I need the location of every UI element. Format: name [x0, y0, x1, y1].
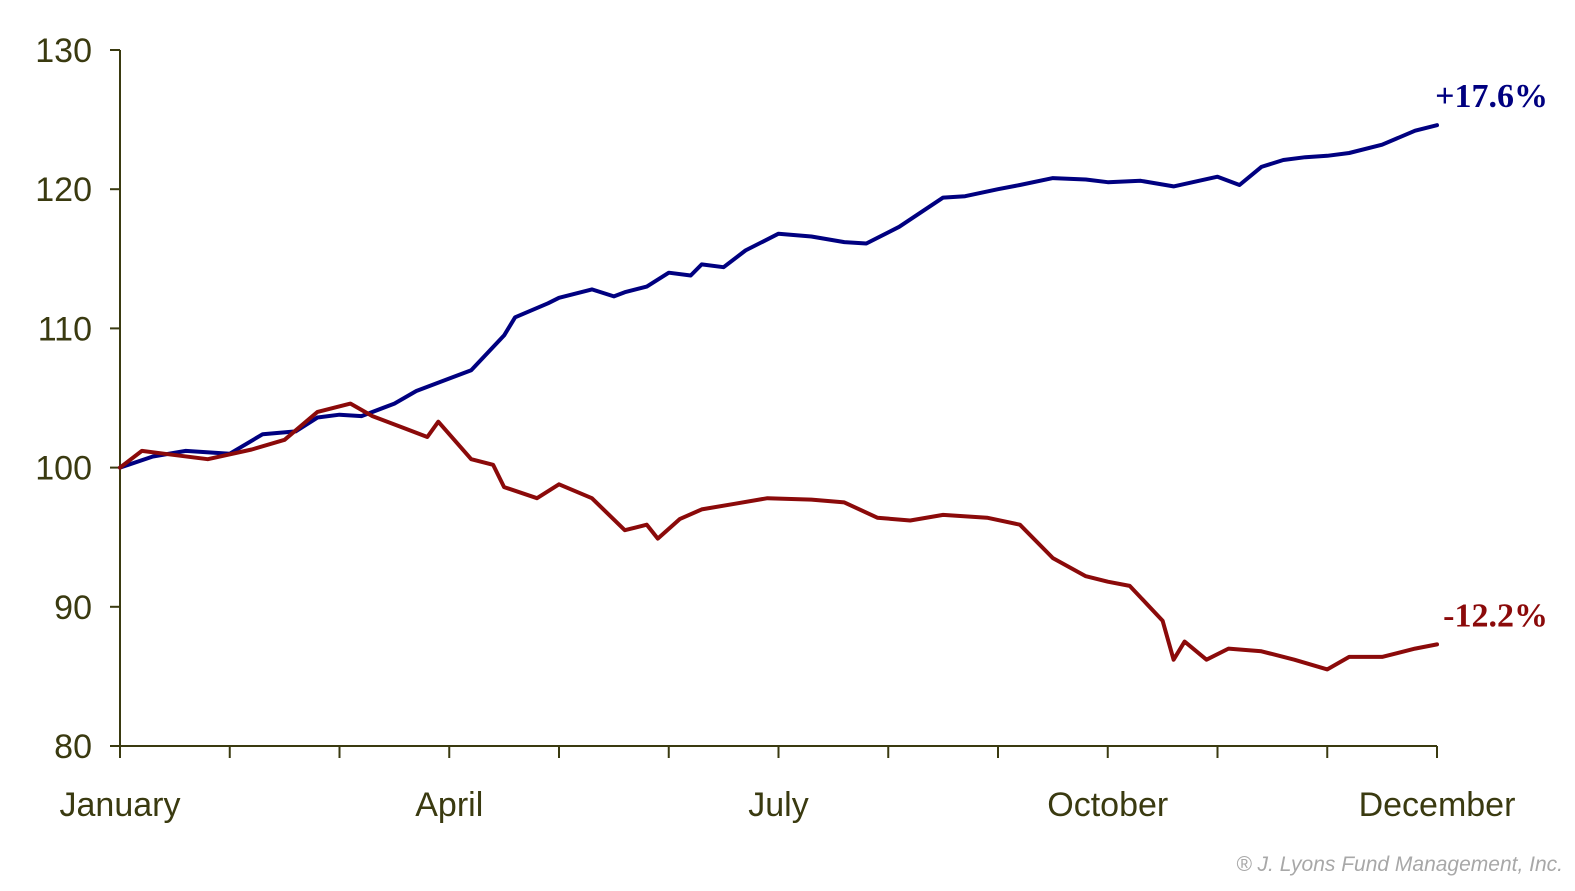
series-line-1 [118, 401, 1439, 672]
y-tick-label: 120 [35, 171, 92, 209]
y-tick-label: 130 [35, 32, 92, 70]
y-tick-label: 100 [35, 450, 92, 488]
x-axis-ticks: January April July October December [60, 746, 1516, 824]
series-end-labels: +17.6% -12.2% [1435, 78, 1548, 634]
x-tick-label: April [415, 786, 483, 824]
x-tick-label: January [60, 786, 181, 824]
series-line-0 [118, 123, 1439, 470]
y-tick-label: 80 [54, 728, 92, 766]
y-axis-ticks: 130 120 110 100 90 80 [35, 32, 120, 766]
x-tick-label: October [1047, 786, 1168, 824]
series-end-label: +17.6% [1435, 78, 1548, 115]
y-tick-label: 90 [54, 589, 92, 627]
x-tick-label: December [1359, 786, 1516, 824]
y-tick-label: 110 [38, 310, 92, 348]
chart-axes [119, 50, 1437, 747]
copyright-credit: ® J. Lyons Fund Management, Inc. [1236, 853, 1563, 876]
x-tick-label: July [748, 786, 808, 824]
series-end-label: -12.2% [1443, 597, 1548, 634]
series-layer [118, 123, 1439, 672]
